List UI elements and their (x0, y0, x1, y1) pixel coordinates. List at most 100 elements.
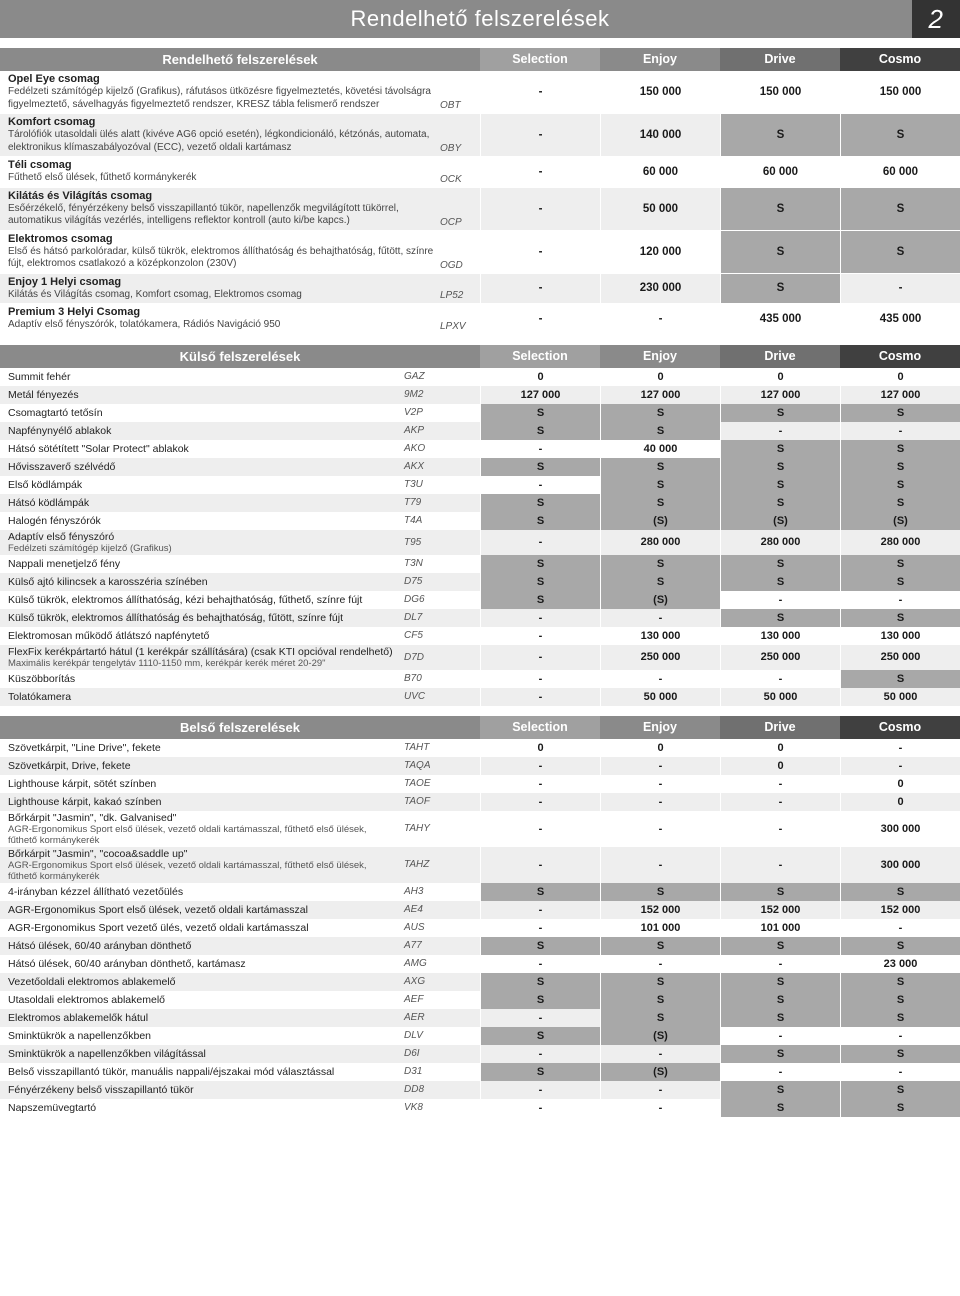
row-label: Külső tükrök, elektromos állíthatóság, k… (0, 591, 400, 609)
cell: - (720, 591, 840, 609)
row-code: OBT (440, 71, 480, 113)
column-header: Enjoy (600, 48, 720, 71)
table-row: 4-irányban kézzel állítható vezetőülésAH… (0, 883, 960, 901)
cell: - (480, 476, 600, 494)
row-label: Külső ajtó kilincsek a karosszéria színé… (0, 573, 400, 591)
table-row: AGR-Ergonomikus Sport vezető ülés, vezet… (0, 919, 960, 937)
cell: S (720, 404, 840, 422)
cell: S (720, 1009, 840, 1027)
row-label: Summit fehér (0, 368, 400, 386)
row-code: D7D (400, 645, 480, 670)
cell: S (720, 609, 840, 627)
row-label: Elektromos ablakemelők hátul (0, 1009, 400, 1027)
cell: (S) (600, 1063, 720, 1081)
row-label: AGR-Ergonomikus Sport első ülések, vezet… (0, 901, 400, 919)
row-title: Kilátás és Világítás csomag (8, 190, 434, 202)
cell: - (480, 847, 600, 883)
cell: 280 000 (600, 530, 720, 555)
cell: S (480, 458, 600, 476)
table-row: Utasoldali elektromos ablakemelőAEFSSSS (0, 991, 960, 1009)
row-label: AGR-Ergonomikus Sport vezető ülés, vezet… (0, 919, 400, 937)
table-row: Metál fényezés9M2127 000127 000127 00012… (0, 386, 960, 404)
table-row: Napfénynyélő ablakokAKPSS-- (0, 422, 960, 440)
cell: 250 000 (720, 645, 840, 670)
cell: S (480, 991, 600, 1009)
cell: - (480, 157, 600, 187)
table-row: AGR-Ergonomikus Sport első ülések, vezet… (0, 901, 960, 919)
row-code: DL7 (400, 609, 480, 627)
row-code: A77 (400, 937, 480, 955)
table-row: Komfort csomagTárolófiók utasoldali ülés… (0, 114, 960, 157)
table-row: Szövetkárpit, Drive, feketeTAQA--0- (0, 757, 960, 775)
cell: - (480, 757, 600, 775)
row-code: T3U (400, 476, 480, 494)
cell: S (840, 114, 960, 156)
table-row: Halogén fényszórókT4AS(S)(S)(S) (0, 512, 960, 530)
cell: S (720, 274, 840, 304)
row-code: LPXV (440, 304, 480, 334)
row-label: Hátsó sötétített "Solar Protect" ablakok (0, 440, 400, 458)
cell: S (720, 991, 840, 1009)
cell: - (840, 757, 960, 775)
cell: - (720, 847, 840, 883)
cell: - (720, 811, 840, 847)
cell: 101 000 (600, 919, 720, 937)
table-row: Elektromosan működő átlátszó napfénytető… (0, 627, 960, 645)
row-title: Premium 3 Helyi Csomag (8, 306, 434, 318)
row-title: Elektromos csomag (8, 233, 434, 245)
cell: S (840, 1099, 960, 1117)
cell: S (720, 1099, 840, 1117)
cell: S (840, 609, 960, 627)
table-row: Hátsó ülések, 60/40 arányban dönthetőA77… (0, 937, 960, 955)
row-title: Opel Eye csomag (8, 73, 434, 85)
cell: 300 000 (840, 811, 960, 847)
cell: S (840, 670, 960, 688)
cell: S (480, 555, 600, 573)
cell: S (840, 991, 960, 1009)
cell: - (600, 955, 720, 973)
row-sublabel: AGR-Ergonomikus Sport első ülések, vezet… (8, 860, 394, 882)
row-label: Halogén fényszórók (0, 512, 400, 530)
cell: S (600, 973, 720, 991)
cell: S (480, 883, 600, 901)
cell: - (480, 688, 600, 706)
cell: - (840, 739, 960, 757)
row-code: TAOF (400, 793, 480, 811)
cell: (S) (600, 512, 720, 530)
table-row: NapszemüvegtartóVK8--SS (0, 1099, 960, 1117)
column-header: Cosmo (840, 48, 960, 71)
cell: - (480, 188, 600, 230)
row-code: T4A (400, 512, 480, 530)
row-label: Sminktükrök a napellenzőkben világítássa… (0, 1045, 400, 1063)
column-header: Selection (480, 345, 600, 368)
row-title: Enjoy 1 Helyi csomag (8, 276, 434, 288)
table-row: Hátsó ülések, 60/40 arányban dönthető, k… (0, 955, 960, 973)
row-code: OCK (440, 157, 480, 187)
row-code: OGD (440, 231, 480, 273)
table-row: Hátsó ködlámpákT79SSSS (0, 494, 960, 512)
cell: - (720, 775, 840, 793)
row-label: Hővisszaverő szélvédő (0, 458, 400, 476)
cell: S (720, 114, 840, 156)
table-row: Nappali menetjelző fényT3NSSSS (0, 555, 960, 573)
column-header: Cosmo (840, 716, 960, 739)
column-header: Enjoy (600, 345, 720, 368)
table-row: Hővisszaverő szélvédőAKXSSSS (0, 458, 960, 476)
cell: S (720, 555, 840, 573)
cell: S (840, 573, 960, 591)
cell: S (720, 1081, 840, 1099)
cell: S (720, 573, 840, 591)
table-row: Adaptív első fényszóróFedélzeti számítóg… (0, 530, 960, 555)
table-row: Lighthouse kárpit, sötét színbenTAOE---0 (0, 775, 960, 793)
row-code: UVC (400, 688, 480, 706)
table-row: Enjoy 1 Helyi csomagKilátás és Világítás… (0, 274, 960, 305)
column-header: Selection (480, 48, 600, 71)
cell: S (480, 404, 600, 422)
cell: 152 000 (600, 901, 720, 919)
table-row: Bőrkárpit "Jasmin", "dk. Galvanised"AGR-… (0, 811, 960, 847)
cell: - (600, 609, 720, 627)
table-row: Lighthouse kárpit, kakaó színbenTAOF---0 (0, 793, 960, 811)
cell: S (480, 512, 600, 530)
cell: S (720, 231, 840, 273)
cell: 150 000 (600, 71, 720, 113)
